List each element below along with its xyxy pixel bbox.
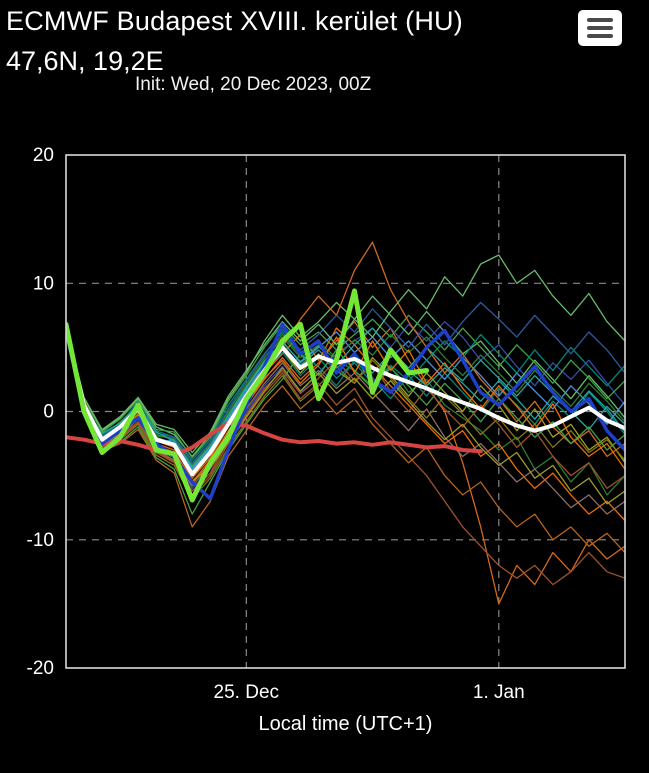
chart-area: 20 10 0 -10 -20 25. Dec 1. Jan Local time (UTC… bbox=[0, 130, 649, 768]
ensemble-member-line bbox=[66, 327, 625, 465]
ensemble-member-line bbox=[66, 330, 625, 461]
x-axis-title: Local time (UTC+1) bbox=[258, 713, 433, 735]
y-tick-label: 0 bbox=[43, 402, 54, 423]
ensemble-member-line bbox=[66, 331, 625, 500]
menu-button[interactable] bbox=[578, 10, 622, 46]
x-tick-label: 25. Dec bbox=[214, 682, 279, 703]
hamburger-icon bbox=[587, 26, 613, 30]
hamburger-icon bbox=[587, 18, 613, 22]
ensemble-member-line bbox=[66, 331, 625, 554]
y-tick-label: -10 bbox=[27, 530, 54, 551]
ensemble-member-line bbox=[66, 331, 625, 586]
hamburger-icon bbox=[587, 34, 613, 38]
ensemble-member-line bbox=[66, 321, 625, 490]
y-tick-label: 10 bbox=[33, 273, 54, 294]
hres-green-line bbox=[66, 288, 430, 503]
ensemble-mean-white-line bbox=[66, 326, 625, 477]
plot-frame bbox=[65, 154, 626, 669]
climatology-red-line bbox=[66, 421, 483, 458]
y-tick-label: 20 bbox=[33, 145, 54, 166]
y-tick-label: -20 bbox=[27, 658, 54, 679]
ensemble-chart-canvas: 20 10 0 -10 -20 25. Dec 1. Jan bbox=[27, 145, 626, 703]
ensemble-member-line bbox=[66, 295, 625, 458]
ensemble-member-line bbox=[66, 328, 625, 472]
page-title: ECMWF Budapest XVIII. kerület (HU) bbox=[6, 6, 463, 36]
header: ECMWF Budapest XVIII. kerület (HU) 47,6N… bbox=[0, 0, 649, 130]
x-tick-label: 1. Jan bbox=[473, 682, 525, 703]
ensemble-member-line bbox=[66, 327, 625, 468]
control-blue-line bbox=[66, 322, 625, 501]
init-time-label: Init: Wed, 20 Dec 2023, 00Z bbox=[135, 74, 372, 95]
location-coordinates: 47,6N, 19,2E bbox=[6, 46, 164, 76]
